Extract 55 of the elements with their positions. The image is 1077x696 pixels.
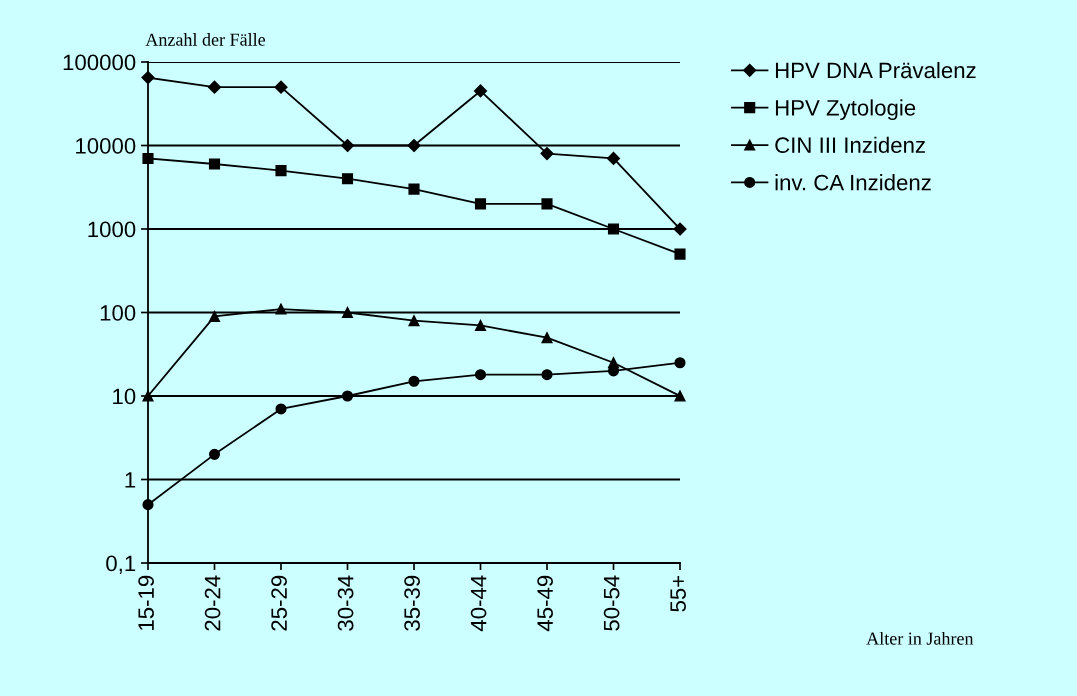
y-tick-label: 100 [100, 305, 136, 321]
point [408, 315, 420, 327]
x-tick-label: 55+ [670, 575, 686, 612]
legend-label: HPV DNA Prävalenz [775, 61, 976, 79]
text: Alter in Jahren [866, 631, 974, 645]
point [208, 158, 221, 170]
point [208, 448, 221, 460]
point [408, 183, 420, 195]
legend-label: CIN III Inzidenz [775, 136, 925, 154]
point [407, 138, 421, 153]
y-tick-label: 1 [125, 472, 136, 488]
point [208, 310, 221, 322]
y-tick-label: 10000 [76, 138, 136, 154]
point [274, 80, 288, 94]
y-tick-label: 10 [113, 388, 136, 405]
point [341, 390, 354, 402]
point [141, 71, 155, 85]
y-axis-title: Anzahl der Fälle [145, 33, 266, 46]
point [541, 198, 553, 210]
legend-label: inv. CA Inzidenz [775, 174, 931, 191]
point [540, 147, 554, 161]
point [674, 357, 686, 369]
point [674, 390, 686, 402]
point [473, 84, 488, 98]
x-tick-label: 25-29 [271, 575, 287, 631]
point [541, 332, 553, 344]
point [341, 306, 354, 319]
point [142, 152, 154, 164]
y-tick-label: 0,1 [106, 555, 136, 574]
point [340, 138, 355, 153]
point [474, 369, 487, 381]
x-tick-label: 20-24 [204, 575, 221, 631]
point [207, 80, 222, 94]
x-tick-label: 15-19 [138, 575, 154, 630]
point [275, 165, 287, 177]
legend-label: HPV Zytologie [775, 99, 916, 121]
point [606, 151, 621, 166]
point [673, 222, 687, 236]
point [474, 198, 487, 210]
x-tick-label: 50-54 [603, 575, 620, 631]
y-tick-label: 1000 [88, 221, 136, 238]
point [142, 499, 154, 511]
point [607, 223, 620, 235]
point [341, 173, 354, 185]
point [474, 319, 487, 331]
x-tick-label: 30-34 [337, 575, 354, 631]
point [275, 403, 287, 415]
y-tick-label: 100000 [63, 54, 136, 71]
x-tick-label: 35-39 [404, 575, 420, 631]
point [541, 369, 553, 381]
point [674, 248, 686, 260]
point [275, 303, 287, 315]
x-tick-label: 40-44 [470, 575, 487, 632]
point [408, 375, 420, 387]
x-tick-label: 45-49 [537, 575, 553, 632]
